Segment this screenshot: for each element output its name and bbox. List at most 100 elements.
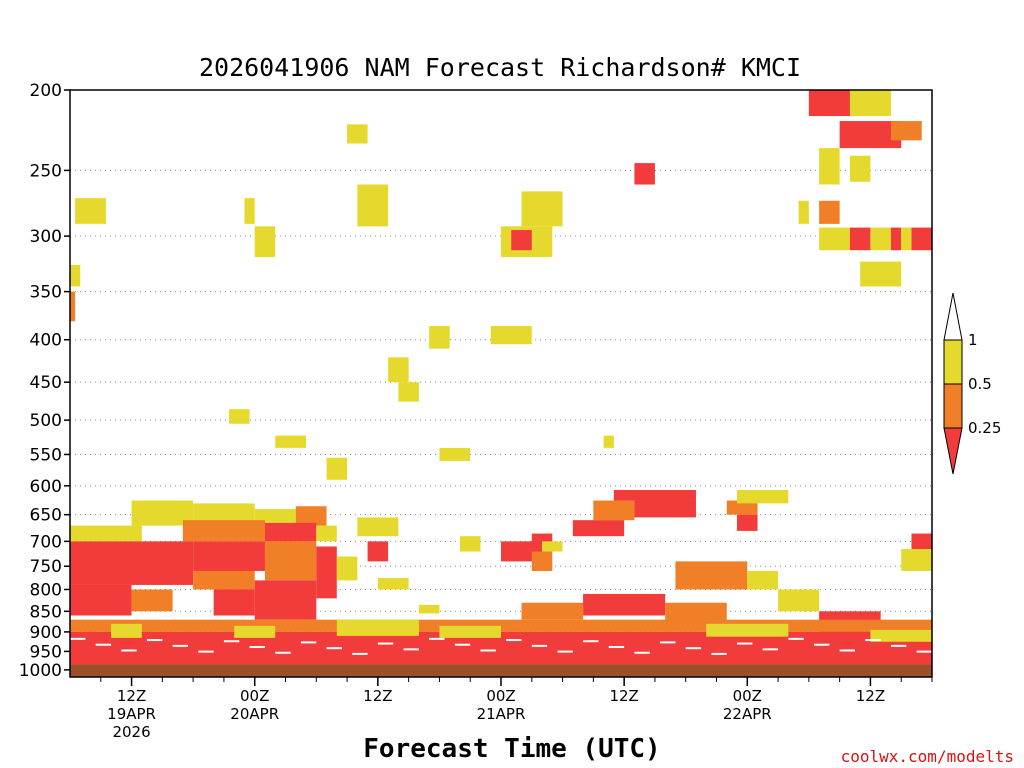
band-gap: [326, 647, 342, 650]
ri-cell: [326, 457, 348, 480]
color-legend: 1 0.5 0.25: [943, 292, 1001, 475]
ri-cell: [778, 589, 820, 612]
ri-cell: [295, 506, 327, 526]
legend-label: 0.5: [968, 375, 992, 393]
ri-cell: [849, 155, 871, 182]
x-tick-label: 00Z: [733, 687, 762, 705]
ri-cell: [870, 227, 891, 251]
band-gap: [70, 637, 86, 640]
ri-cell: [726, 500, 758, 515]
ri-cell: [819, 148, 840, 185]
ri-cell: [737, 489, 789, 504]
ri-cell: [747, 570, 779, 590]
x-tick-label: 12Z: [856, 687, 885, 705]
band-gap: [403, 648, 419, 651]
ri-cell: [860, 261, 902, 287]
band-gap: [275, 651, 291, 654]
ri-cell: [901, 227, 912, 251]
band-gap: [249, 646, 265, 649]
ri-cell: [377, 578, 409, 590]
y-tick-label: 350: [30, 283, 62, 303]
legend-swatch: [943, 383, 963, 429]
ri-cell: [737, 514, 758, 531]
band-gap: [172, 644, 189, 647]
y-tick-label: 750: [30, 557, 62, 577]
band-gap: [352, 652, 368, 655]
y-tick-label: 700: [30, 532, 62, 552]
ri-cell: [613, 489, 696, 501]
y-tick-label: 650: [30, 506, 62, 526]
ri-cell: [531, 533, 553, 544]
band-gap: [146, 639, 163, 642]
ri-cell: [336, 556, 358, 581]
ri-cell: [234, 625, 276, 638]
band-gap: [634, 651, 650, 654]
band-gap: [429, 637, 445, 640]
ri-cell: [367, 541, 389, 562]
ri-cell: [193, 541, 265, 571]
ri-cell: [819, 227, 850, 251]
ri-cell: [418, 604, 440, 614]
band-gap: [839, 649, 856, 652]
band-gap: [557, 650, 573, 653]
band-gap: [737, 642, 753, 645]
x-tick-label: 19APR: [107, 705, 156, 723]
band-gap: [300, 641, 317, 644]
ri-cell: [316, 525, 337, 542]
chart-title: 2026041906 NAM Forecast Richardson# KMCI: [199, 53, 801, 82]
ri-cell: [521, 191, 563, 227]
legend-label: 1: [968, 331, 978, 349]
band-gap: [223, 640, 240, 643]
band-gap: [608, 646, 625, 649]
ri-cell: [229, 409, 250, 424]
ri-cell: [254, 580, 317, 620]
band-gap: [890, 644, 907, 647]
x-axis-label: Forecast Time (UTC): [363, 734, 660, 764]
y-tick-label: 300: [30, 227, 62, 247]
ri-cell: [439, 447, 471, 461]
band-gap: [583, 640, 599, 643]
y-tick-label: 550: [30, 445, 62, 465]
ri-cell: [264, 541, 317, 581]
band-gap: [762, 648, 779, 651]
x-tick-label: 22APR: [723, 705, 772, 723]
ri-cell: [357, 184, 389, 227]
band-gap: [121, 649, 137, 652]
band-gap: [711, 652, 727, 655]
x-tick-label: 21APR: [477, 705, 526, 723]
ri-cell: [254, 226, 276, 258]
x-tick-label: 20APR: [230, 705, 279, 723]
y-tick-label: 900: [30, 623, 62, 643]
legend-bottom-arrow: [943, 427, 963, 475]
ri-cell: [511, 230, 532, 251]
y-tick-label: 950: [30, 642, 62, 662]
ri-cell: [634, 163, 655, 185]
ri-cell: [531, 551, 553, 571]
ri-cell: [193, 570, 255, 590]
ri-cell: [347, 124, 368, 144]
legend-label: 0.25: [968, 419, 1001, 437]
y-tick-label: 450: [30, 373, 62, 393]
ri-cell: [264, 522, 317, 542]
ri-cell: [193, 503, 255, 523]
x-tick-label: 12Z: [117, 687, 146, 705]
ri-cell: [572, 520, 625, 537]
ri-cell: [808, 90, 850, 117]
band-gap: [531, 644, 548, 647]
ri-cell: [131, 589, 173, 612]
band-gap: [377, 642, 394, 645]
ri-cell: [634, 500, 696, 518]
ri-cell: [70, 264, 81, 287]
y-tick-label: 1000: [19, 661, 62, 681]
ri-cell: [706, 623, 789, 637]
richardson-cells: [70, 90, 932, 665]
ri-cell: [890, 121, 922, 141]
credit-text: coolwx.com/modelts: [841, 747, 1014, 766]
ri-cell: [593, 500, 635, 521]
y-tick-label: 250: [30, 161, 62, 181]
ri-cell: [675, 561, 748, 590]
ri-cell: [244, 198, 255, 224]
ri-cell: [870, 629, 932, 642]
